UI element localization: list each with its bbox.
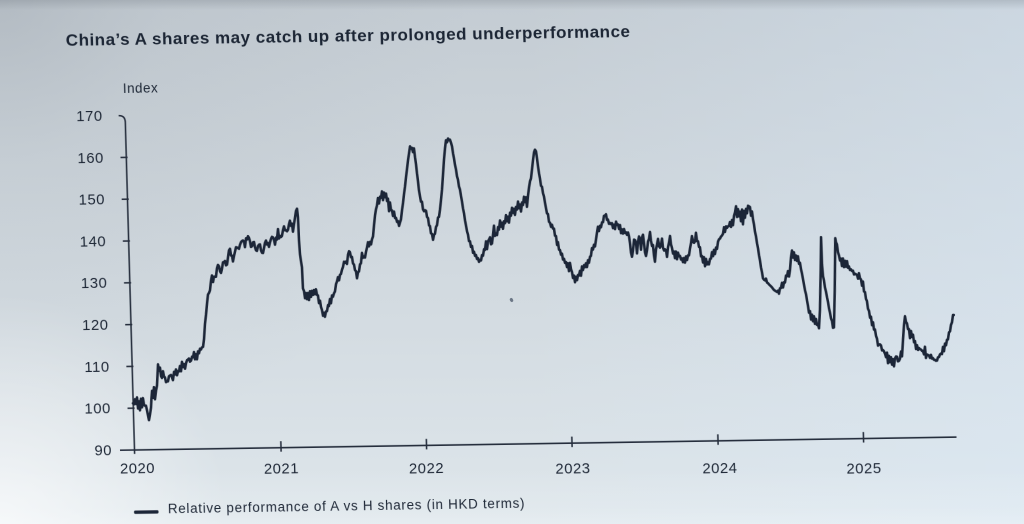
svg-text:Index: Index [123,80,159,96]
svg-text:2023: 2023 [555,461,591,478]
svg-text:140: 140 [80,234,107,250]
svg-text:2025: 2025 [846,461,882,478]
svg-text:90: 90 [94,443,112,459]
svg-text:150: 150 [78,192,105,208]
svg-text:130: 130 [81,276,108,292]
svg-text:2024: 2024 [702,461,738,478]
svg-text:2021: 2021 [264,461,300,478]
svg-text:170: 170 [76,109,103,125]
svg-text:160: 160 [77,151,104,167]
svg-text:Relative performance of A vs H: Relative performance of A vs H shares (i… [168,496,526,517]
svg-text:100: 100 [84,401,111,417]
svg-text:120: 120 [82,318,109,334]
svg-text:2022: 2022 [409,461,445,478]
svg-text:2020: 2020 [120,461,156,478]
svg-text:110: 110 [84,360,110,376]
